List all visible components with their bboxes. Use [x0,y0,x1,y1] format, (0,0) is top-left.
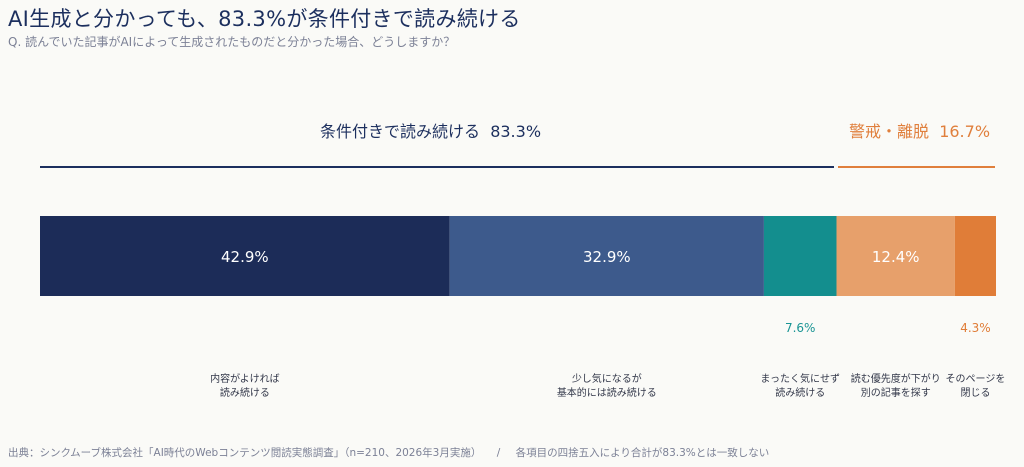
group-bracket-line-continue [40,166,834,168]
category-label-segment-5-line-1: そのページを [946,373,1006,385]
bar-segment-3 [763,216,837,296]
value-label-segment-3: 7.6% [785,321,816,335]
stacked-bar-chart: 42.9%内容がよければ読み続ける32.9%少し気になるが基本的には読み続ける7… [40,216,1006,399]
page-title: AI生成と分かっても、83.3%が条件付きで読み続ける [8,7,521,31]
value-label-segment-1: 42.9% [221,248,269,266]
survey-question: Q. 読んでいた記事がAIによって生成されたものだと分かった場合、どうしますか？ [8,35,456,49]
group-bracket-line-leave [838,166,995,168]
group-label-leave: 警戒・離脱 16.7% [849,118,990,142]
bar-segment-4 [836,216,955,296]
group-label-leave-value: 16.7% [939,122,991,141]
footer-rounding-note: 各項目の四捨五入により合計が83.3%とは一致しない [515,447,770,459]
value-label-segment-2: 32.9% [583,248,631,266]
group-label-continue-text: 条件付きで読み続ける [320,122,481,141]
footer-separator: / [496,447,501,459]
category-label-segment-4-line-2: 別の記事を探す [861,386,931,399]
value-label-segment-5: 4.3% [960,321,991,335]
category-label-segment-5-line-2: 閉じる [960,387,990,399]
group-label-continue-value: 83.3% [490,122,542,141]
bar-segment-1 [40,216,450,296]
category-label-segment-3-line-1: まったく気にせず [760,372,840,385]
category-label-segment-2-line-2: 基本的には読み続ける [557,386,657,399]
footer-source: 出典：シンクムーブ株式会社「AI時代のWebコンテンツ閲読実態調査」（n=210… [8,447,482,459]
category-label-segment-4-line-1: 読む優先度が下がり [851,372,941,385]
category-label-segment-1-line-2: 読み続ける [220,386,270,399]
category-label-segment-3-line-2: 読み続ける [775,386,825,399]
category-label-segment-2-line-1: 少し気になるが [572,372,642,385]
value-label-segment-4: 12.4% [872,248,920,266]
footer-note: 出典：シンクムーブ株式会社「AI時代のWebコンテンツ閲読実態調査」（n=210… [8,445,769,460]
group-label-continue: 条件付きで読み続ける 83.3% [320,118,541,142]
category-label-segment-1-line-1: 内容がよければ [210,372,280,385]
group-label-leave-text: 警戒・離脱 [849,122,930,141]
bar-segment-5 [954,216,996,296]
bar-segment-2 [449,216,764,296]
